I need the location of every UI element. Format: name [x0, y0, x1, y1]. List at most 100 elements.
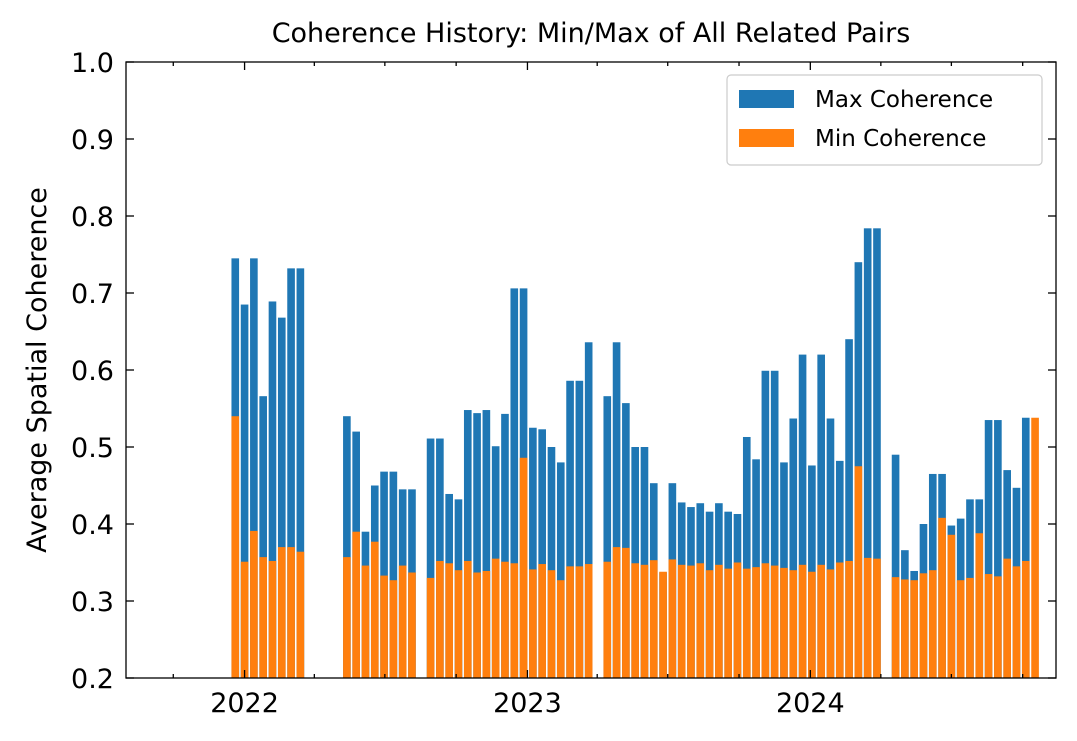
bar-min — [715, 564, 723, 678]
legend-label-max: Max Coherence — [815, 87, 993, 113]
bar-max — [296, 268, 305, 678]
bar-min — [463, 560, 472, 678]
bar-max — [287, 268, 295, 678]
x-tick-label: 2024 — [776, 688, 845, 719]
bar-max — [640, 447, 649, 678]
bar-max — [566, 380, 574, 678]
bar-max — [891, 454, 900, 678]
bar-min — [287, 547, 295, 678]
bar-max — [250, 258, 258, 678]
y-tick-label: 0.2 — [71, 664, 114, 695]
bar-min — [240, 561, 249, 678]
bar-min — [956, 580, 965, 678]
x-tick-label: 2023 — [493, 688, 562, 719]
bar-min — [975, 533, 984, 678]
bar-max — [584, 342, 593, 678]
y-tick-label: 0.5 — [71, 433, 114, 464]
bar-max — [845, 339, 853, 678]
bar-min — [1021, 560, 1030, 678]
bar-min — [724, 568, 732, 678]
bar-max — [426, 438, 435, 678]
bar-max — [501, 413, 509, 678]
bar-min — [398, 565, 407, 678]
bar-min — [873, 558, 881, 678]
bar-min — [817, 564, 825, 678]
bar-min — [491, 558, 500, 678]
bar-min — [928, 570, 937, 678]
bar-min — [566, 566, 574, 678]
bar-min — [575, 566, 584, 678]
bar-max — [994, 420, 1002, 678]
bar-min — [845, 560, 853, 678]
bar-max — [463, 410, 472, 678]
bar-min — [761, 563, 770, 678]
legend: Max Coherence Min Coherence — [726, 74, 1043, 166]
max-bars-group — [231, 228, 1030, 678]
bar-max — [575, 380, 584, 678]
bar-max — [380, 471, 388, 678]
bar-min — [482, 570, 491, 678]
bar-min — [380, 575, 388, 678]
bar-min — [538, 564, 546, 678]
bar-min — [677, 564, 686, 678]
bar-min — [984, 574, 993, 678]
legend-box — [726, 74, 1043, 166]
bar-min — [631, 563, 639, 678]
bar-max — [612, 342, 621, 678]
bar-max — [556, 462, 565, 678]
bar-min — [612, 547, 621, 678]
bar-max — [863, 228, 872, 678]
bar-min — [370, 541, 379, 678]
bar-min — [547, 570, 556, 678]
bar-max — [482, 410, 491, 678]
bar-min — [259, 557, 267, 678]
bar-min — [938, 517, 946, 678]
bar-min — [454, 570, 463, 678]
bar-min — [277, 547, 286, 678]
bar-min — [854, 466, 863, 678]
bar-min — [696, 563, 705, 678]
bar-min — [510, 563, 519, 678]
bar-max — [826, 418, 835, 678]
bar-min — [752, 567, 760, 678]
bar-min — [473, 572, 481, 678]
bar-min — [268, 560, 277, 678]
bar-min — [250, 530, 258, 678]
bar-min — [501, 561, 509, 678]
bar-min — [808, 571, 816, 678]
bar-min — [426, 577, 435, 678]
bar-max — [436, 438, 444, 678]
bar-min — [910, 580, 918, 678]
bar-max — [789, 418, 798, 678]
bar-min — [733, 562, 742, 678]
bar-min — [529, 569, 537, 678]
bar-min — [826, 569, 835, 678]
bar-min — [863, 557, 872, 678]
bar-min — [640, 564, 649, 678]
bar-min — [296, 551, 305, 678]
bar-min — [231, 416, 240, 678]
bar-min — [1031, 417, 1039, 678]
bar-min — [622, 547, 630, 678]
bar-min — [1012, 566, 1021, 678]
bar-max — [798, 354, 807, 678]
bar-max — [770, 370, 779, 678]
bar-max — [817, 354, 825, 678]
y-tick-label: 0.7 — [71, 279, 114, 310]
bar-min — [705, 570, 714, 678]
bar-min — [780, 567, 788, 678]
bar-min — [603, 561, 612, 678]
bar-max — [622, 403, 630, 678]
bar-max — [389, 471, 398, 678]
bar-min — [994, 576, 1002, 678]
bar-max — [742, 436, 751, 678]
bar-min — [687, 565, 695, 678]
bar-max — [240, 304, 249, 678]
bar-min — [742, 568, 751, 678]
y-tick-label: 0.9 — [71, 125, 114, 156]
bar-min — [519, 457, 528, 678]
bar-min — [361, 565, 370, 678]
bar-max — [873, 228, 881, 678]
y-tick-label: 0.6 — [71, 356, 114, 387]
